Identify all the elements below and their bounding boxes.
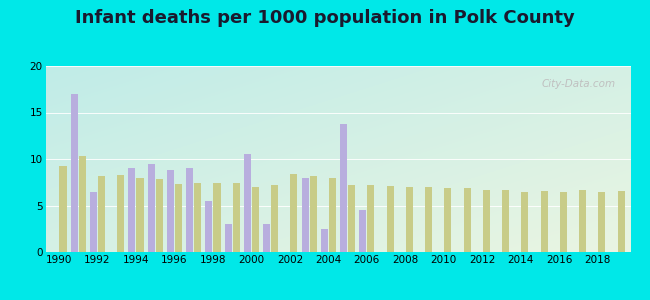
Bar: [483, 190, 490, 252]
Text: Infant deaths per 1000 population in Polk County: Infant deaths per 1000 population in Pol…: [75, 9, 575, 27]
Bar: [340, 124, 347, 252]
Bar: [90, 191, 97, 252]
Bar: [117, 175, 124, 252]
Bar: [521, 191, 528, 252]
Bar: [167, 170, 174, 252]
Bar: [175, 184, 182, 252]
Bar: [425, 187, 432, 252]
Bar: [329, 178, 336, 252]
Bar: [128, 168, 135, 252]
Bar: [359, 210, 367, 252]
Bar: [194, 183, 202, 252]
Bar: [224, 224, 231, 252]
Bar: [579, 190, 586, 252]
Bar: [302, 178, 309, 252]
Text: City-Data.com: City-Data.com: [541, 79, 616, 89]
Bar: [348, 185, 355, 252]
Bar: [233, 183, 240, 252]
Bar: [321, 229, 328, 252]
Bar: [598, 191, 605, 252]
Bar: [98, 176, 105, 252]
Bar: [186, 168, 193, 252]
Bar: [406, 187, 413, 252]
Bar: [79, 156, 86, 252]
Bar: [252, 187, 259, 252]
Bar: [291, 174, 298, 252]
Bar: [244, 154, 251, 252]
Bar: [155, 178, 162, 252]
Bar: [309, 176, 317, 252]
Bar: [560, 191, 567, 252]
Bar: [263, 224, 270, 252]
Bar: [136, 178, 144, 252]
Bar: [271, 185, 278, 252]
Bar: [59, 166, 66, 252]
Bar: [541, 190, 548, 252]
Bar: [445, 188, 452, 252]
Bar: [387, 186, 394, 252]
Bar: [205, 201, 213, 252]
Bar: [71, 94, 78, 252]
Bar: [502, 190, 509, 252]
Bar: [618, 190, 625, 252]
Bar: [148, 164, 155, 252]
Bar: [367, 185, 374, 252]
Bar: [213, 183, 220, 252]
Bar: [463, 188, 471, 252]
